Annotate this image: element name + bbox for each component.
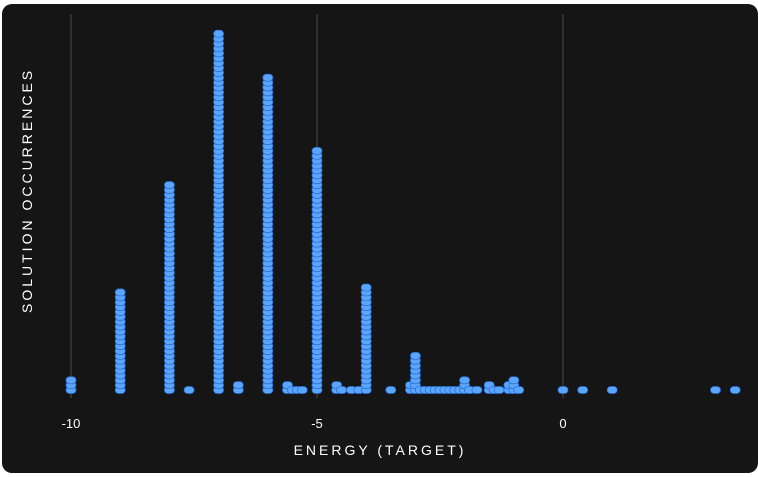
data-point[interactable]: [232, 381, 244, 390]
data-point[interactable]: [557, 386, 569, 394]
data-point[interactable]: [114, 288, 126, 297]
scatter-plot: -10 -5 0: [62, 14, 741, 431]
data-point[interactable]: [311, 146, 323, 155]
x-tick-label: -10: [62, 416, 81, 431]
data-point[interactable]: [729, 386, 741, 394]
data-point[interactable]: [513, 386, 525, 394]
data-point[interactable]: [459, 376, 471, 385]
x-axis-label: ENERGY (TARGET): [293, 442, 467, 458]
data-point[interactable]: [385, 386, 397, 394]
data-point[interactable]: [336, 386, 348, 394]
data-point[interactable]: [508, 376, 520, 385]
data-point[interactable]: [65, 376, 77, 385]
data-point[interactable]: [577, 386, 589, 394]
data-point[interactable]: [493, 386, 505, 394]
data-point[interactable]: [710, 386, 721, 394]
x-tick-label: 0: [559, 416, 566, 431]
data-point[interactable]: [606, 386, 618, 394]
data-point[interactable]: [360, 283, 372, 292]
data-point[interactable]: [262, 73, 274, 82]
data-point[interactable]: [163, 181, 175, 189]
y-axis-label: SOLUTION OCCURRENCES: [19, 67, 35, 313]
chart-card: -10 -5 0 SOLUTION OCCURRENCES ENERGY (TARG…: [2, 4, 758, 473]
data-point[interactable]: [296, 386, 308, 394]
x-tick-label: -5: [311, 416, 323, 431]
data-point[interactable]: [409, 351, 421, 360]
data-point[interactable]: [213, 29, 225, 38]
data-point[interactable]: [471, 386, 483, 394]
data-point[interactable]: [183, 386, 195, 394]
